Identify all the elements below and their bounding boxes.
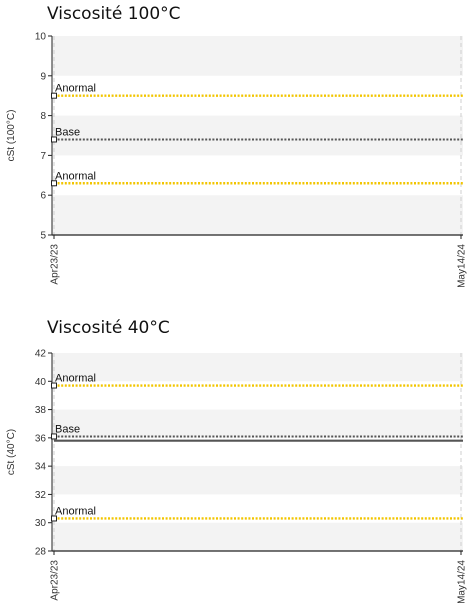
series-label: Anormal	[55, 170, 96, 182]
series-label: Base	[55, 423, 80, 435]
series-label: Anormal	[55, 83, 96, 95]
plot-band	[52, 409, 463, 438]
series-marker	[51, 382, 57, 389]
y-tick-label: 42	[35, 349, 47, 360]
series-marker	[51, 136, 57, 143]
plot-band	[52, 353, 463, 382]
y-tick-label: 7	[40, 151, 46, 162]
y-axis-label: cSt (100°C)	[6, 110, 17, 162]
chart-title-viscosity-40: Viscosité 40°C	[47, 318, 170, 338]
x-tick-label: May14/24	[457, 560, 468, 604]
x-tick-label: Apr23/23	[50, 560, 61, 601]
plot-band	[52, 115, 463, 156]
y-tick-label: 10	[35, 32, 47, 43]
y-tick-label: 9	[40, 71, 46, 82]
y-tick-label: 38	[35, 405, 47, 416]
y-tick-label: 8	[40, 111, 46, 122]
plot-band	[52, 195, 463, 235]
y-tick-label: 6	[40, 191, 46, 202]
x-tick-label: May14/24	[457, 244, 468, 288]
series-label: Anormal	[55, 373, 96, 385]
y-tick-label: 30	[35, 518, 47, 529]
y-tick-label: 34	[35, 462, 47, 473]
series-label: Anormal	[55, 505, 96, 517]
series-label: Base	[55, 126, 80, 138]
plot-band	[52, 522, 463, 551]
y-tick-label: 36	[35, 433, 47, 444]
chart-title-viscosity-100: Viscosité 100°C	[47, 4, 181, 24]
y-axis-label: cSt (40°C)	[6, 429, 17, 475]
y-tick-label: 32	[35, 490, 47, 501]
y-tick-label: 40	[35, 377, 47, 388]
series-marker	[51, 515, 57, 522]
series-marker	[51, 433, 57, 440]
series-marker	[51, 180, 57, 187]
y-tick-label: 28	[35, 547, 47, 558]
y-tick-label: 5	[40, 231, 46, 242]
series-marker	[51, 92, 57, 99]
plot-band	[52, 36, 463, 76]
plot-band	[52, 466, 463, 495]
x-tick-label: Apr23/23	[50, 244, 61, 285]
